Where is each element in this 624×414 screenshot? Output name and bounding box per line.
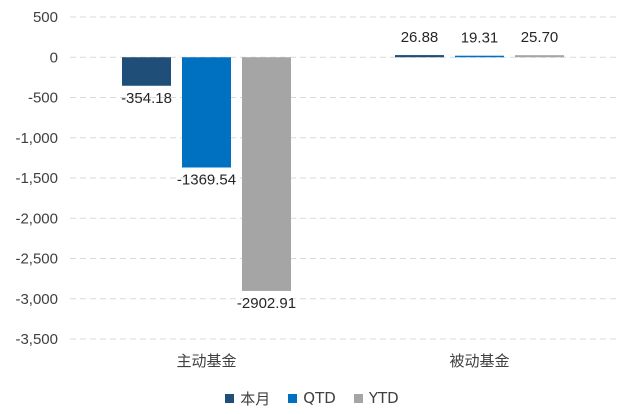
y-tick-label: -3,000: [15, 291, 58, 308]
x-category-label: 主动基金: [176, 352, 236, 370]
y-tick-label: -3,500: [15, 331, 58, 348]
y-tick-label: -2,500: [15, 251, 58, 268]
y-tick-label: -500: [28, 90, 58, 107]
legend-swatch: [288, 393, 298, 403]
bar-本月-主动基金: [122, 57, 171, 86]
y-tick-label: 0: [50, 49, 58, 66]
legend: 本月 QTD YTD: [0, 388, 624, 408]
x-category-label: 被动基金: [449, 352, 509, 370]
bar-chart: 500 0 -500 -1,000 -1,500 -2,000 -2,500 -3,000 -3…: [15, 9, 616, 370]
legend-label: 本月: [240, 389, 271, 408]
bars: [122, 55, 564, 291]
bar-YTD-主动基金: [242, 57, 291, 291]
x-axis: 主动基金 被动基金: [176, 352, 509, 370]
data-labels: -354.18 -1369.54 -2902.91 26.88 19.31 25.70: [121, 29, 558, 312]
legend-swatch: [225, 393, 235, 403]
legend-item: YTD: [353, 389, 399, 407]
bar-YTD-被动基金: [515, 55, 564, 58]
bar-QTD-被动基金: [455, 55, 504, 58]
y-tick-label: -1,000: [15, 130, 58, 147]
bar-QTD-主动基金: [182, 57, 231, 168]
data-label: 26.88: [401, 29, 439, 46]
bar-本月-被动基金: [395, 55, 444, 58]
data-label: 25.70: [521, 29, 559, 46]
data-label: -1369.54: [177, 171, 236, 188]
legend-label: QTD: [303, 389, 336, 407]
y-tick-label: -2,000: [15, 210, 58, 227]
legend-label: YTD: [368, 389, 399, 407]
data-label: -2902.91: [237, 295, 296, 312]
data-label: 19.31: [461, 30, 499, 47]
y-tick-label: 500: [33, 9, 58, 26]
y-tick-label: -1,500: [15, 170, 58, 187]
legend-item: 本月: [225, 388, 270, 409]
data-label: -354.18: [121, 90, 172, 107]
legend-swatch: [353, 393, 363, 403]
legend-item: QTD: [288, 389, 336, 407]
y-axis: 500 0 -500 -1,000 -1,500 -2,000 -2,500 -3,000 -3…: [15, 9, 58, 348]
